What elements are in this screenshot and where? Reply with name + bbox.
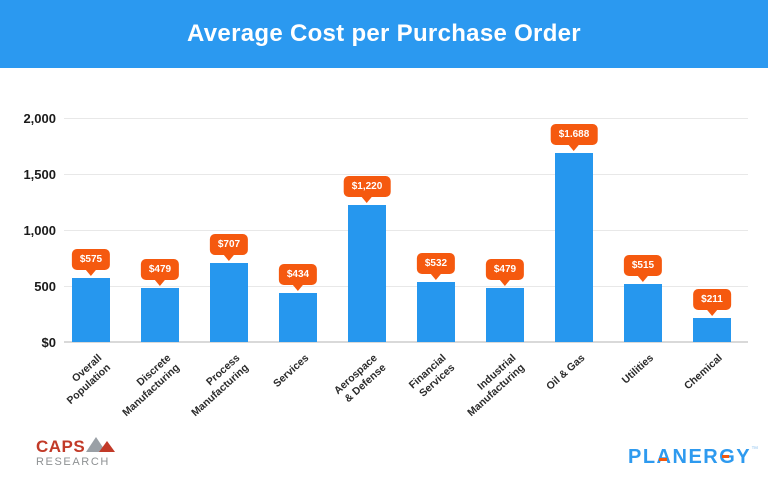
x-axis-label-3: Services	[270, 352, 312, 390]
gridline-1500	[64, 174, 748, 175]
value-label-4: $1,220	[343, 176, 391, 204]
bar-1	[141, 288, 179, 342]
x-axis-label-9: Chemical	[682, 352, 726, 393]
planergy-g-accent	[722, 455, 729, 458]
planergy-trademark: ™	[751, 446, 759, 453]
value-label-5: $532	[416, 253, 456, 281]
value-label-6: $479	[485, 259, 525, 287]
planergy-a-accent	[659, 458, 667, 461]
bar-9	[693, 318, 731, 342]
chart-title: Average Cost per Purchase Order	[187, 20, 581, 47]
caps-mountain-icon	[86, 436, 120, 452]
bar-3	[279, 293, 317, 342]
bar-5	[417, 282, 455, 342]
value-label-3: $434	[278, 264, 318, 292]
y-axis-tick-2000: 2,000	[23, 111, 56, 126]
caps-research-text: RESEARCH	[36, 456, 110, 468]
y-axis-tick-1000: 1,000	[23, 223, 56, 238]
caps-triangle-red	[99, 441, 115, 452]
value-label-8: $515	[623, 255, 663, 283]
planergy-logo: PLANERGY™	[628, 446, 758, 469]
y-axis-tick-0: $0	[41, 335, 56, 350]
gridline-0	[64, 341, 748, 343]
x-axis-label-5: Financial Services	[407, 352, 458, 400]
x-axis-label-6: Industrial Manufacturing	[464, 352, 527, 419]
bar-4	[348, 205, 386, 342]
value-label-2: $707	[209, 233, 249, 261]
gridline-1000	[64, 230, 748, 231]
bar-8	[624, 284, 662, 342]
value-label-9: $211	[693, 289, 731, 317]
value-label-7: $1.688	[550, 123, 598, 151]
value-label-0: $575	[71, 248, 111, 276]
x-axis-label-1: Discrete Manufacturing	[119, 352, 182, 419]
gridline-2000	[64, 118, 748, 119]
y-axis-tick-500: 500	[34, 279, 56, 294]
x-axis-label-7: Oil & Gas	[543, 352, 588, 393]
gridline-500	[64, 286, 748, 287]
x-axis-label-2: Process Manufacturing	[188, 352, 251, 419]
caps-research-logo: CAPS RESEARCH	[36, 437, 146, 468]
bar-7	[555, 152, 593, 342]
bar-0	[72, 277, 110, 342]
chart-header: Average Cost per Purchase Order	[0, 0, 768, 68]
x-axis-label-8: Utilities	[619, 352, 657, 387]
value-label-1: $479	[140, 259, 180, 287]
bar-2	[210, 262, 248, 342]
caps-logo-text: CAPS	[36, 437, 86, 456]
x-axis-label-4: Aerospace & Defense	[332, 352, 389, 405]
x-axis-label-0: Overall Population	[64, 352, 113, 407]
y-axis-tick-1500: 1,500	[23, 167, 56, 182]
planergy-logo-text: PLANERGY	[628, 446, 752, 468]
bar-6	[486, 288, 524, 342]
